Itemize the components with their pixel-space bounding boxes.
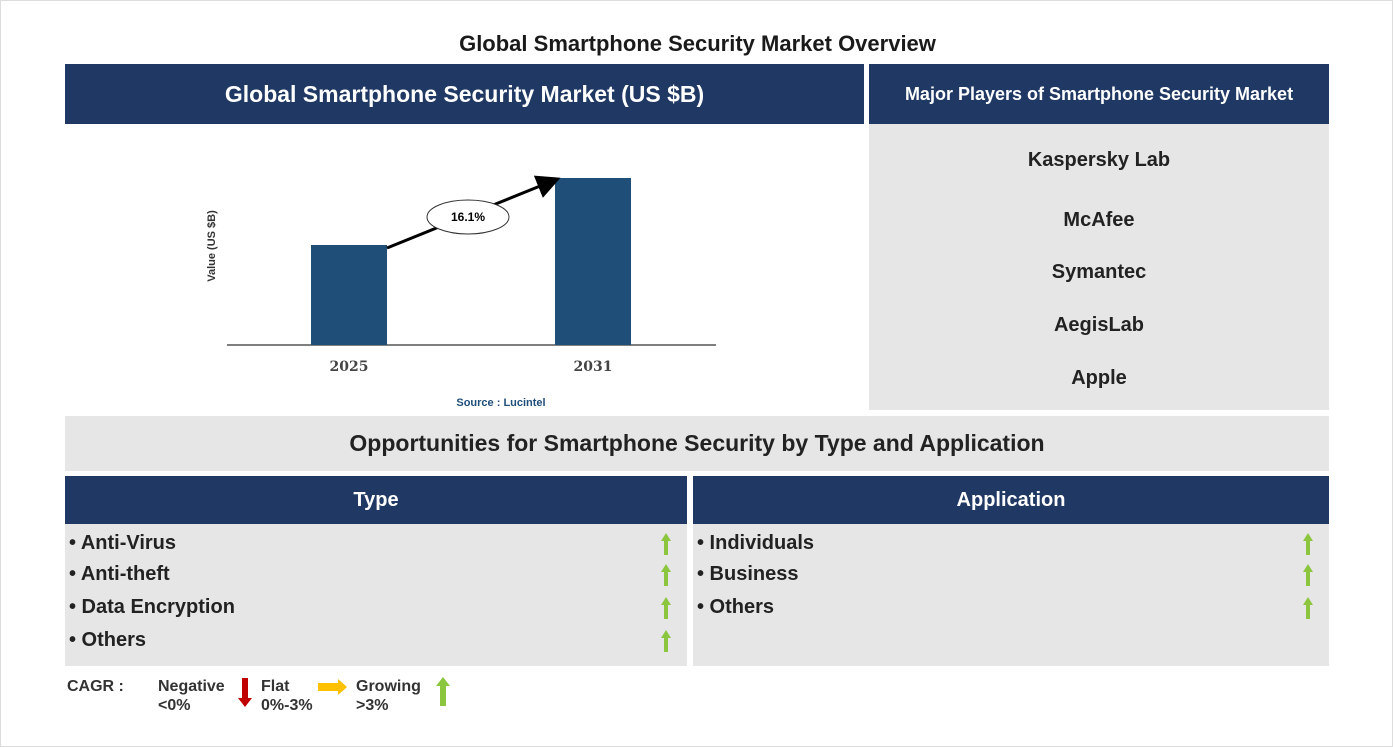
players-header: Major Players of Smartphone Security Mar… (869, 64, 1329, 124)
bar-2025 (311, 245, 387, 345)
list-item: • Others (69, 629, 147, 651)
players-panel: Kaspersky Lab McAfee Symantec AegisLab A… (869, 124, 1329, 410)
x-tick-label: 2025 (330, 359, 369, 375)
x-tick-label: 2031 (574, 359, 613, 375)
bar-2031 (555, 178, 631, 345)
list-item: • Individuals (697, 532, 815, 554)
legend-growing-label: Growing (356, 678, 421, 695)
list-item: • Data Encryption (69, 596, 235, 618)
up-arrow-icon (1303, 564, 1313, 586)
cagr-ellipse (426, 199, 510, 235)
player-item: AegisLab (1053, 314, 1145, 336)
list-item: • Business (697, 563, 799, 585)
down-arrow-icon (238, 678, 252, 707)
cagr-label: 16.1% (451, 210, 485, 224)
player-item: Kaspersky Lab (1027, 149, 1171, 171)
source-label: Source : Lucintel (456, 397, 545, 409)
legend-flat: Flat 0%-3% (261, 677, 313, 715)
application-header: Application (693, 476, 1329, 524)
legend-negative-range: <0% (158, 697, 191, 714)
up-arrow-icon (661, 564, 671, 586)
list-item: • Others (697, 596, 775, 618)
legend-negative: Negative <0% (158, 677, 225, 715)
application-panel: • Individuals • Business • Others (693, 524, 1329, 666)
legend-growing-range: >3% (356, 697, 389, 714)
player-item: McAfee (1063, 209, 1135, 231)
type-header: Type (65, 476, 687, 524)
up-arrow-icon (1303, 533, 1313, 555)
bar-chart: Value (US $B) 2025 2031 16.1% Source : Lu… (206, 175, 716, 409)
list-item: • Anti-Virus (69, 532, 177, 554)
legend-growing: Growing >3% (356, 677, 421, 715)
legend-negative-label: Negative (158, 678, 225, 695)
legend-flat-range: 0%-3% (261, 697, 313, 714)
up-arrow-icon (436, 677, 450, 706)
list-item: • Anti-theft (69, 563, 170, 585)
player-item: Apple (1071, 367, 1127, 389)
legend-flat-label: Flat (261, 678, 290, 695)
y-axis-label: Value (US $B) (206, 210, 218, 282)
up-arrow-icon (661, 533, 671, 555)
right-arrow-icon (318, 679, 347, 695)
player-item: Symantec (1051, 261, 1147, 283)
legend-cagr-label: CAGR : (67, 678, 124, 695)
opportunities-title: Opportunities for Smartphone Security by… (65, 416, 1329, 471)
chart-header: Global Smartphone Security Market (US $B… (65, 64, 864, 124)
page-title: Global Smartphone Security Market Overvi… (459, 31, 936, 56)
up-arrow-icon (661, 630, 671, 652)
up-arrow-icon (1303, 597, 1313, 619)
up-arrow-icon (661, 597, 671, 619)
type-panel: • Anti-Virus • Anti-theft • Data Encryptio… (65, 524, 687, 666)
